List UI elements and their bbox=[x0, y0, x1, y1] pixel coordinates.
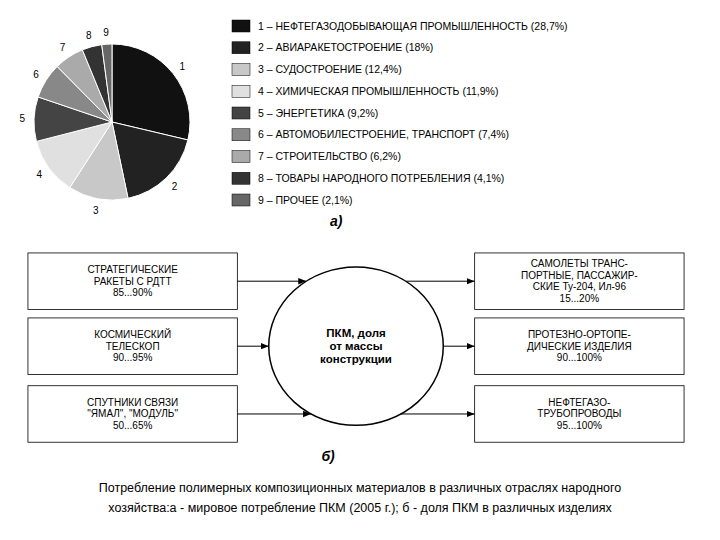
box-text-line: 90...95% bbox=[113, 352, 153, 363]
slice-label: 1 bbox=[180, 61, 186, 72]
box-text-line: СТРАТЕГИЧЕСКИЕ bbox=[87, 264, 178, 275]
panel-label: а) bbox=[330, 213, 343, 229]
legend-swatch bbox=[232, 194, 250, 206]
legend-entry: 3 – СУДОСТРОЕНИЕ (12,4%) bbox=[258, 63, 402, 75]
slice-label: 4 bbox=[36, 169, 42, 180]
box-text-line: ТЕЛЕСКОП bbox=[106, 341, 160, 352]
slice-label: 3 bbox=[93, 205, 99, 216]
arrow bbox=[237, 346, 268, 347]
box-text-line: 15...20% bbox=[560, 293, 600, 304]
arrow bbox=[237, 281, 306, 282]
legend-swatch bbox=[232, 107, 250, 119]
slice-label: 9 bbox=[103, 27, 109, 38]
legend: 1 – НЕФТЕГАЗОДОБЫВАЮЩАЯ ПРОМЫШЛЕННОСТЬ (… bbox=[232, 20, 568, 206]
legend-swatch bbox=[232, 151, 250, 163]
box bbox=[28, 386, 237, 443]
box-text-line: СПУТНИКИ СВЯЗИ bbox=[87, 397, 178, 408]
box-text: КОСМИЧЕСКИЙТЕЛЕСКОП90...95% bbox=[94, 328, 171, 363]
arrow bbox=[401, 413, 475, 414]
arrow bbox=[237, 413, 311, 414]
slice-label: 8 bbox=[86, 30, 92, 41]
pie: 1 2 3 4 5 6 7 89 bbox=[20, 27, 190, 216]
panel-label: б) bbox=[321, 448, 335, 464]
slice-label: 6 bbox=[33, 69, 39, 80]
legend-entry: 7 – СТРОИТЕЛЬСТВО (6,2%) bbox=[258, 150, 401, 162]
box-text: ПРОТЕЗНО-ОРТОПЕ-ДИЧЕСКИЕ ИЗДЕЛИЯ90...100… bbox=[527, 329, 632, 363]
box-text-line: НЕФТЕГАЗО- bbox=[548, 397, 610, 408]
chart: 1 2 3 4 5 6 7 89 1 – НЕФТЕГАЗОДОБЫВАЮЩАЯ ПРОМЫШЛ… bbox=[0, 0, 720, 540]
caption: Потребление полимерных композиционных ма… bbox=[99, 481, 622, 495]
center-text: ПКМ, доляот массыконструкции bbox=[320, 327, 392, 365]
legend-entry: 1 – НЕФТЕГАЗОДОБЫВАЮЩАЯ ПРОМЫШЛЕННОСТЬ (… bbox=[258, 20, 568, 32]
box bbox=[28, 253, 237, 310]
legend-entry: 4 – ХИМИЧЕСКАЯ ПРОМЫШЛЕННОСТЬ (11,9%) bbox=[258, 85, 498, 97]
caption: хозяйства:а - мировое потребление ПКМ (2… bbox=[108, 501, 612, 515]
box-text: НЕФТЕГАЗО-ТРУБОПРОВОДЫ95...100% bbox=[537, 397, 621, 431]
legend-entry: 9 – ПРОЧЕЕ (2,1%) bbox=[258, 194, 353, 206]
box-text-line: 85...90% bbox=[113, 287, 153, 298]
box bbox=[28, 318, 237, 375]
legend-swatch bbox=[232, 85, 250, 97]
slice-label: 2 bbox=[172, 181, 178, 192]
arrow bbox=[406, 281, 475, 282]
box-text: САМОЛЕТЫ ТРАНС-ПОРТНЫЕ, ПАССАЖИР-СКИЕ Ту… bbox=[521, 258, 638, 304]
box-text-line: СКИЕ Ту-204, Ил-96 bbox=[533, 281, 627, 292]
box-text-line: 95...100% bbox=[557, 420, 602, 431]
arrow bbox=[443, 346, 474, 347]
legend-entry: 8 – ТОВАРЫ НАРОДНОГО ПОТРЕБЛЕНИЯ (4,1%) bbox=[258, 172, 504, 184]
pie-slice bbox=[102, 44, 112, 122]
box-text-line: 90...100% bbox=[557, 352, 602, 363]
legend-entry: 6 – АВТОМОБИЛЕСТРОЕНИЕ, ТРАНСПОРТ (7,4%) bbox=[258, 128, 509, 140]
box bbox=[475, 253, 684, 310]
center-ellipse bbox=[269, 267, 444, 425]
box bbox=[475, 318, 684, 375]
box-text-line: ТРУБОПРОВОДЫ bbox=[537, 408, 621, 419]
legend-entry: 2 – АВИАРАКЕТОСТРОЕНИЕ (18%) bbox=[258, 41, 433, 53]
box-text: СТРАТЕГИЧЕСКИЕРАКЕТЫ С РДТТ85...90% bbox=[87, 264, 178, 298]
legend-swatch bbox=[232, 20, 250, 32]
box-text-line: ДИЧЕСКИЕ ИЗДЕЛИЯ bbox=[527, 341, 632, 352]
box-text-line: САМОЛЕТЫ ТРАНС- bbox=[531, 258, 628, 269]
legend-swatch bbox=[232, 172, 250, 184]
legend-swatch bbox=[232, 64, 250, 76]
pie-slice bbox=[82, 45, 112, 122]
slice-label: 5 bbox=[20, 113, 26, 124]
box-text-line: ПОРТНЫЕ, ПАССАЖИР- bbox=[521, 270, 638, 281]
center-text-line: конструкции bbox=[320, 353, 392, 365]
box-text-line: ПРОТЕЗНО-ОРТОПЕ- bbox=[528, 329, 631, 340]
legend-swatch bbox=[232, 42, 250, 54]
box-text: СПУТНИКИ СВЯЗИ"ЯМАЛ", "МОДУЛЬ"50...65% bbox=[87, 397, 178, 431]
center-text-line: от массы bbox=[330, 340, 383, 352]
box bbox=[475, 386, 684, 443]
legend-entry: 5 – ЭНЕРГЕТИКА (9,2%) bbox=[258, 107, 378, 119]
box-text-line: 50...65% bbox=[113, 420, 153, 431]
center-text-line: ПКМ, доля bbox=[326, 327, 385, 339]
box-text-line: РАКЕТЫ С РДТТ bbox=[94, 276, 172, 287]
box-text-line: КОСМИЧЕСКИЙ bbox=[94, 328, 171, 340]
slice-label: 7 bbox=[60, 42, 66, 53]
diagram: СТРАТЕГИЧЕСКИЕРАКЕТЫ С РДТТ85...90% КОСМИ… bbox=[28, 253, 684, 442]
box-text-line: "ЯМАЛ", "МОДУЛЬ" bbox=[87, 408, 178, 419]
legend-swatch bbox=[232, 129, 250, 141]
